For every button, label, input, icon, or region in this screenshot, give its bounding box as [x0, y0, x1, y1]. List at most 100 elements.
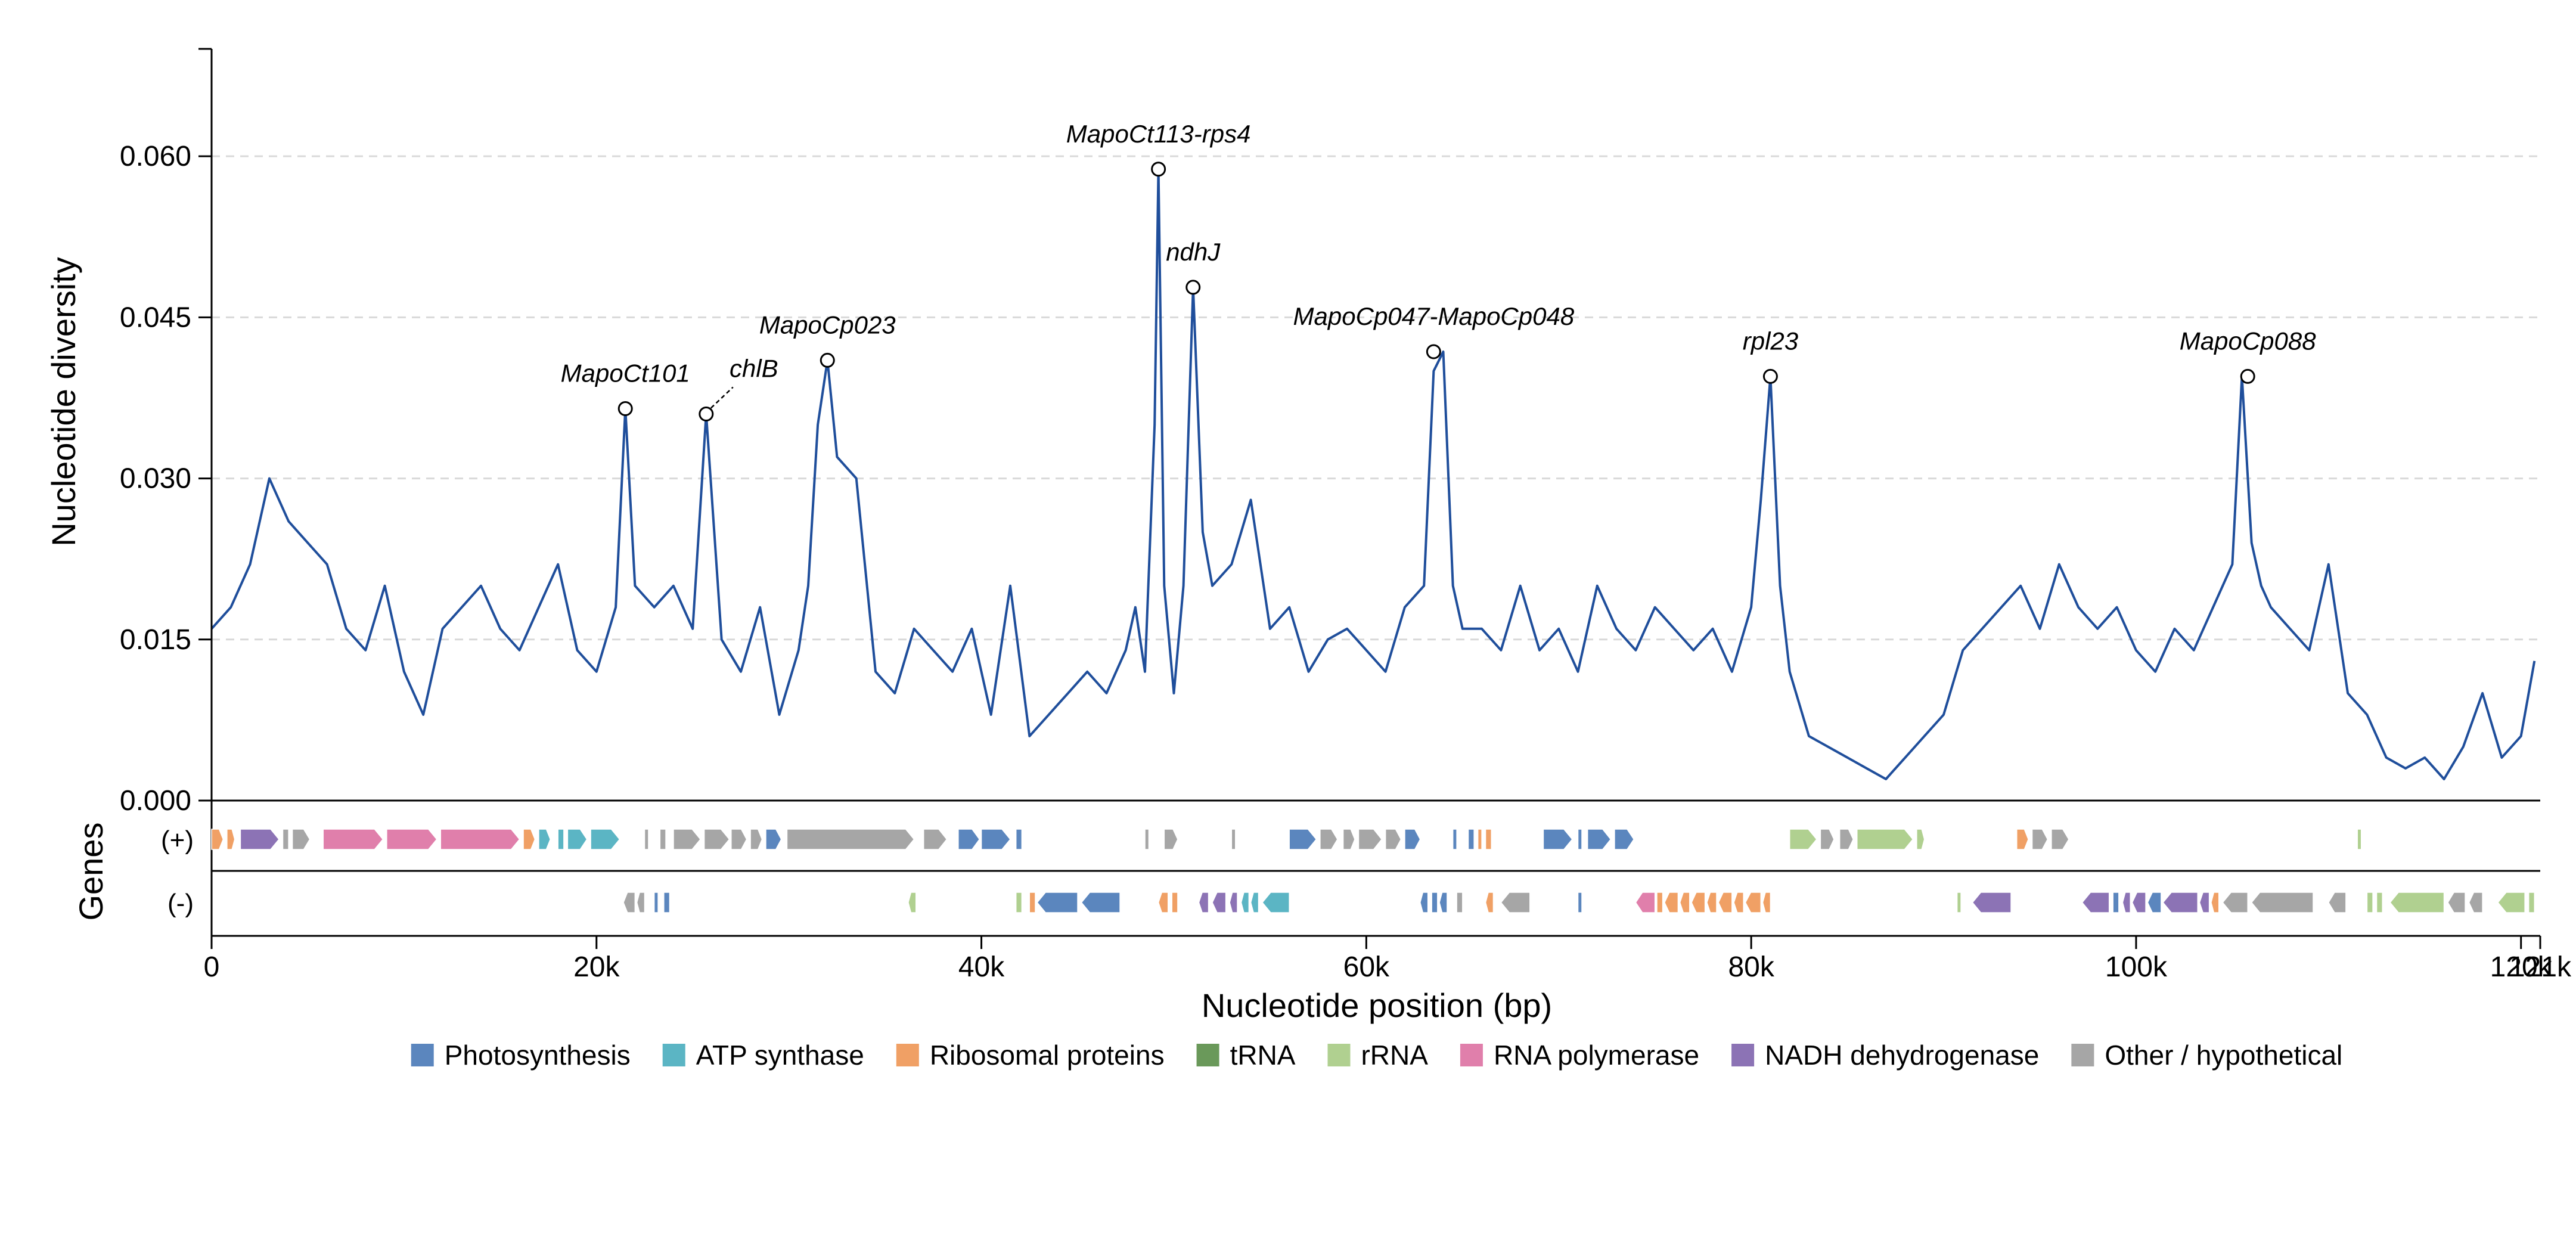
- gene-block: [1198, 892, 1209, 913]
- gene-block: [322, 829, 384, 850]
- y-tick-label: 0.060: [120, 141, 191, 172]
- y-axis-title: Nucleotide diversity: [45, 257, 82, 547]
- legend: Photosynthesis ATP synthase Ribosomal prot…: [411, 1040, 2342, 1071]
- gene-block: [750, 829, 763, 850]
- gene-block: [1577, 829, 1582, 850]
- gene-block: [663, 892, 671, 913]
- peak-marker: [699, 406, 714, 421]
- x-tick-label: 80k: [1728, 951, 1774, 983]
- gene-block: [958, 829, 980, 850]
- legend-swatch: [1731, 1044, 1755, 1066]
- gene-block: [1635, 892, 1656, 913]
- legend-swatch: [1460, 1044, 1483, 1066]
- gene-block: [1718, 892, 1733, 913]
- gene-block: [1762, 892, 1771, 913]
- gene-block: [240, 829, 280, 850]
- gene-block: [1144, 829, 1150, 850]
- gene-block: [923, 829, 948, 850]
- gene-block: [2162, 892, 2198, 913]
- gene-block: [673, 829, 702, 850]
- gene-block: [2199, 892, 2210, 913]
- y-tick-label: 0.045: [120, 302, 191, 333]
- peak-marker: [1426, 344, 1441, 359]
- peak-label: MapoCp047-MapoCp048: [1293, 302, 1575, 330]
- gene-block: [226, 829, 235, 850]
- gene-block: [1733, 892, 1744, 913]
- gene-block: [1856, 829, 1914, 850]
- gene-block: [1342, 829, 1355, 850]
- gene-block: [1163, 829, 1178, 850]
- gene-block: [1358, 829, 1383, 850]
- gene-block: [211, 829, 224, 850]
- gene-block: [1839, 829, 1854, 850]
- gene-block: [2327, 892, 2347, 913]
- gene-block: [2251, 892, 2314, 913]
- peak-label: rpl23: [1743, 327, 1798, 355]
- gene-block: [1656, 892, 1663, 913]
- gene-block: [2122, 892, 2131, 913]
- gene-block: [1229, 892, 1238, 913]
- gene-block: [1036, 892, 1078, 913]
- gene-block: [2357, 829, 2362, 850]
- y-tick-label: 0.000: [120, 785, 191, 817]
- legend-swatch: [1327, 1044, 1351, 1066]
- gene-block: [1157, 892, 1169, 913]
- gene-block: [386, 829, 437, 850]
- gene-block: [1679, 892, 1690, 913]
- legend-label: Ribosomal proteins: [930, 1040, 1165, 1071]
- gene-block: [1015, 829, 1023, 850]
- gene-block: [623, 892, 636, 913]
- diversity-line: [210, 168, 2536, 780]
- x-tick-label: 40k: [958, 951, 1005, 983]
- gene-track: Genes (+) (-): [72, 823, 2535, 921]
- peak-marker: [617, 401, 633, 416]
- gene-block: [1081, 892, 1121, 913]
- y-gridlines: [212, 155, 2540, 641]
- peak-marker: [1185, 280, 1201, 295]
- gene-block: [1587, 829, 1612, 850]
- peak-marker: [1151, 162, 1166, 177]
- gene-block: [1231, 829, 1236, 850]
- gene-track-title: Genes: [72, 823, 110, 921]
- peak-label: MapoCt113-rps4: [1066, 120, 1251, 148]
- legend-swatch: [2071, 1044, 2094, 1066]
- minus-strand-label: (-): [167, 889, 194, 918]
- gene-block: [1419, 892, 1429, 913]
- legend-swatch: [1196, 1044, 1219, 1066]
- gene-block: [2211, 892, 2220, 913]
- x-tick-label: 121k: [2509, 951, 2572, 983]
- gene-block: [2031, 829, 2049, 850]
- legend-label: NADH dehydrogenase: [1765, 1040, 2039, 1071]
- gene-block: [980, 829, 1011, 850]
- gene-block: [765, 829, 782, 850]
- y-axis-ticks: 0.000 0.015 0.030 0.045 0.060: [120, 141, 212, 817]
- x-tick-label: 20k: [573, 951, 620, 983]
- gene-block: [2112, 892, 2119, 913]
- peak-label: MapoCp088: [2180, 327, 2316, 355]
- gene-block: [2366, 892, 2373, 913]
- gene-block: [1452, 829, 1457, 850]
- gene-block: [1240, 892, 1250, 913]
- gene-block: [1250, 892, 1259, 913]
- gene-block: [538, 829, 551, 850]
- gene-block: [1485, 892, 1494, 913]
- gene-block: [1789, 829, 1817, 850]
- gene-block: [636, 892, 645, 913]
- gene-block: [2376, 892, 2383, 913]
- gene-block: [2447, 892, 2466, 913]
- gene-block: [557, 829, 564, 850]
- gene-block: [1029, 892, 1036, 913]
- gene-block: [644, 829, 649, 850]
- gene-block: [1500, 892, 1531, 913]
- gene-block: [1439, 892, 1448, 913]
- peak-leader-line: [710, 386, 734, 409]
- peak-label: MapoCp023: [759, 311, 896, 339]
- gene-block: [567, 829, 588, 850]
- peak-label: ndhJ: [1166, 238, 1221, 266]
- gene-block: [731, 829, 747, 850]
- x-tick-label: 0: [204, 951, 220, 983]
- gene-block: [1262, 892, 1290, 913]
- gene-block: [1956, 892, 1962, 913]
